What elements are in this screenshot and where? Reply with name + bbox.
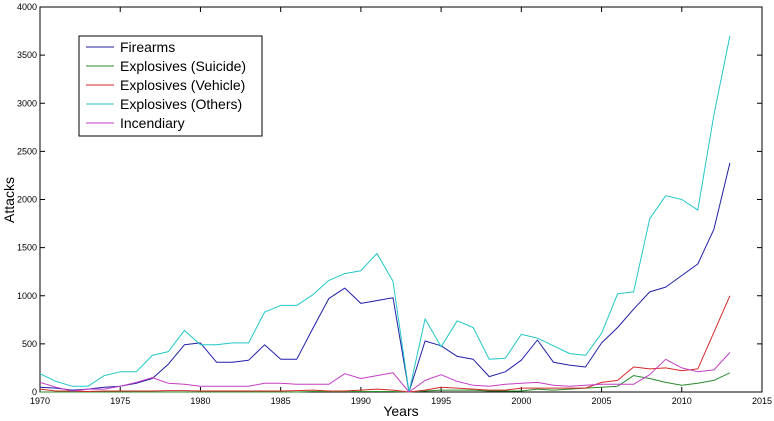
- series-line-incendiary: [39, 352, 731, 393]
- x-tick-label: 1990: [351, 396, 371, 406]
- x-tick-label: 2005: [592, 396, 612, 406]
- series-line-explosives-others: [39, 35, 731, 393]
- y-axis-label: Attacks: [1, 177, 17, 223]
- x-tick-label: 1975: [110, 396, 130, 406]
- x-tick-label: 1985: [271, 396, 291, 406]
- x-tick-label: 1995: [431, 396, 451, 406]
- y-tick-label: 4000: [17, 2, 37, 12]
- series-group: [39, 35, 731, 393]
- x-tick-label: 1980: [190, 396, 210, 406]
- x-tick-label: 1970: [30, 396, 50, 406]
- y-axis: 0 500 1000 1500 2000 2500 3000 3500 4000: [17, 2, 762, 397]
- legend: Firearms Explosives (Suicide) Explosives (…: [78, 35, 263, 137]
- legend-label-explosives-vehicle: Explosives (Vehicle): [120, 77, 245, 93]
- y-tick-label: 3000: [17, 98, 37, 108]
- series-line-explosives-vehicle: [39, 295, 731, 393]
- series-line-explosives-suicide: [40, 372, 731, 393]
- y-tick-label: 1500: [17, 243, 37, 253]
- x-tick-label: 2000: [511, 396, 531, 406]
- legend-label-explosives-others: Explosives (Others): [120, 96, 242, 112]
- x-axis-label: Years: [383, 403, 418, 419]
- legend-label-incendiary: Incendiary: [120, 115, 185, 131]
- legend-label-firearms: Firearms: [120, 39, 175, 55]
- y-tick-label: 3500: [17, 50, 37, 60]
- x-tick-label: 2015: [752, 396, 772, 406]
- legend-label-explosives-suicide: Explosives (Suicide): [120, 58, 246, 74]
- x-tick-label: 2010: [672, 396, 692, 406]
- y-tick-label: 500: [22, 339, 37, 349]
- x-axis: 1970 1975 1980 1985 1990 1995 2000 2005 2010 2015: [30, 7, 772, 406]
- y-tick-label: 0: [32, 387, 37, 397]
- y-tick-label: 2500: [17, 146, 37, 156]
- series-line-firearms: [39, 162, 731, 393]
- y-tick-label: 1000: [17, 291, 37, 301]
- y-tick-label: 2000: [17, 195, 37, 205]
- legend-box: [78, 35, 263, 137]
